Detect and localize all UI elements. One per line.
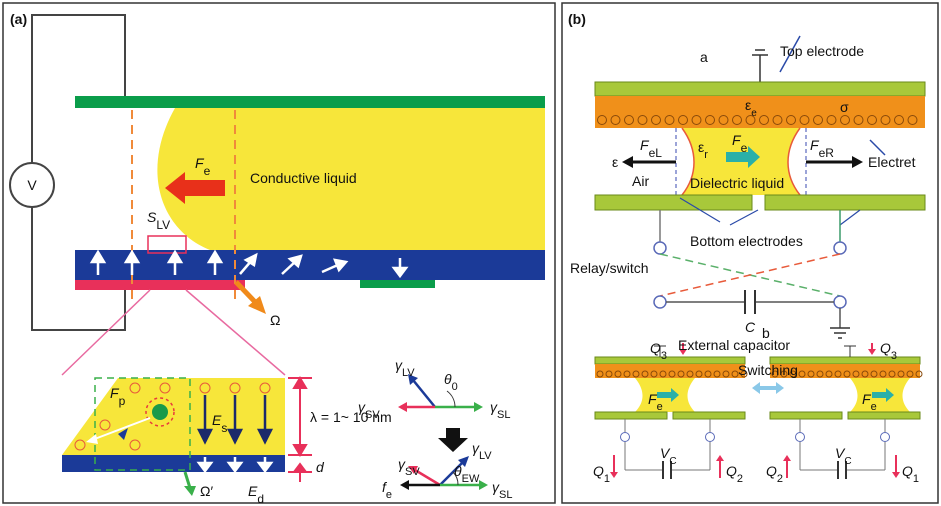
force-label: FeR xyxy=(810,137,834,160)
tension-label: γSL xyxy=(490,399,510,421)
tension-label-sub: SV xyxy=(365,409,380,421)
tension-label-sub: SL xyxy=(497,409,510,421)
charge-label-main: Q xyxy=(880,340,891,356)
tension-label-sub: SL xyxy=(499,489,512,501)
pinning-force-label-sub: p xyxy=(119,394,126,408)
charge-label-sub: 3 xyxy=(661,350,667,362)
charge-arrow-head xyxy=(892,472,900,478)
angle-label-sub: 0 xyxy=(452,381,458,393)
charge-label-sub: 2 xyxy=(777,473,783,485)
force-label-sub: e xyxy=(741,141,748,155)
panel-a-drawing xyxy=(10,15,545,496)
angle-label-sub: EW xyxy=(462,473,480,485)
node xyxy=(881,433,890,442)
voltage-label: V xyxy=(27,177,37,193)
capacitor-label: External capacitor xyxy=(678,337,790,353)
charge-arrow-head xyxy=(783,455,791,461)
node xyxy=(796,433,805,442)
omega-label: Ω xyxy=(270,312,280,328)
dielectric-label: Dielectric liquid xyxy=(690,175,784,191)
permittivity-label-sub: r xyxy=(704,149,708,161)
charge-label: Q2 xyxy=(766,463,783,485)
top-electrode xyxy=(595,357,745,364)
top-electrode-label: Top electrode xyxy=(780,43,864,59)
liquid-label: Conductive liquid xyxy=(250,170,357,186)
charge-label-main: Q xyxy=(902,463,913,479)
figure: (a)VConductive liquidFeSLVΩFpEsλ = 1~ 10… xyxy=(0,0,941,506)
force-label: FeL xyxy=(640,137,662,160)
charge-label: Q1 xyxy=(593,463,610,485)
bottom-electrode xyxy=(848,412,920,419)
charge-label: Q1 xyxy=(902,463,919,485)
node xyxy=(621,433,630,442)
charge-label: Q2 xyxy=(726,463,743,485)
switching-label: Switching xyxy=(738,362,798,378)
permittivity-label-sub: e xyxy=(751,108,757,119)
charge-label-main: Q xyxy=(650,340,661,356)
tension-label: γSV xyxy=(398,456,420,478)
angle-label: θ0 xyxy=(444,371,458,393)
omega-prime-label: Ω′ xyxy=(200,483,213,499)
panel-b-frame xyxy=(562,3,938,503)
field-label-sub: d xyxy=(257,492,264,506)
electret-label: Electret xyxy=(868,154,916,170)
charge-label-main: Q xyxy=(766,463,777,479)
force-label-sub: e xyxy=(204,164,211,178)
bottom-electrodes-label: Bottom electrodes xyxy=(690,233,803,249)
surface-label: SLV xyxy=(147,209,170,232)
force-label-sub: e xyxy=(871,401,877,413)
tension-label-sub: LV xyxy=(402,367,415,379)
relay-label: Relay/switch xyxy=(570,260,649,276)
tension-label: γLV xyxy=(395,357,415,379)
air-label: Air xyxy=(632,173,649,189)
charge-label-sub: 1 xyxy=(604,473,610,485)
voltage-label-sub: C xyxy=(669,456,676,467)
permittivity-label: ε xyxy=(612,154,618,170)
tension-label: γLV xyxy=(472,440,492,462)
tension-label-sub: LV xyxy=(479,450,492,462)
charge-arrow-head xyxy=(868,349,876,355)
charge-arrow-head xyxy=(716,455,724,461)
force-label-sub: e xyxy=(386,489,392,501)
force-label-sub: e xyxy=(657,401,663,413)
charge-arrow-head xyxy=(610,472,618,478)
charge-label-main: Q xyxy=(726,463,737,479)
capacitor-symbol: C xyxy=(745,319,756,335)
charge-label-sub: 2 xyxy=(737,473,743,485)
charge-label-main: Q xyxy=(593,463,604,479)
panel-label: (b) xyxy=(568,11,586,27)
part-label: b xyxy=(762,325,770,341)
thickness-label: d xyxy=(316,459,325,475)
charge-label-sub: 1 xyxy=(913,473,919,485)
tension-label-sub: SV xyxy=(405,466,420,478)
surface-label-sub: LV xyxy=(156,218,170,232)
bottom-electrode xyxy=(770,412,842,419)
part-label: a xyxy=(700,49,708,65)
bottom-electrode xyxy=(595,412,667,419)
force-label-sub: eR xyxy=(819,146,835,160)
charge-density-label: σ xyxy=(840,99,849,115)
panel-label: (a) xyxy=(10,11,27,27)
tension-label: γSL xyxy=(492,479,512,501)
force-label: fe xyxy=(382,479,392,501)
force-label-sub: eL xyxy=(649,146,663,160)
voltage-label-sub: C xyxy=(844,456,851,467)
node xyxy=(706,433,715,442)
field-label-sub: s xyxy=(221,421,227,435)
bottom-electrode xyxy=(673,412,745,419)
charge-label-sub: 3 xyxy=(891,350,897,362)
